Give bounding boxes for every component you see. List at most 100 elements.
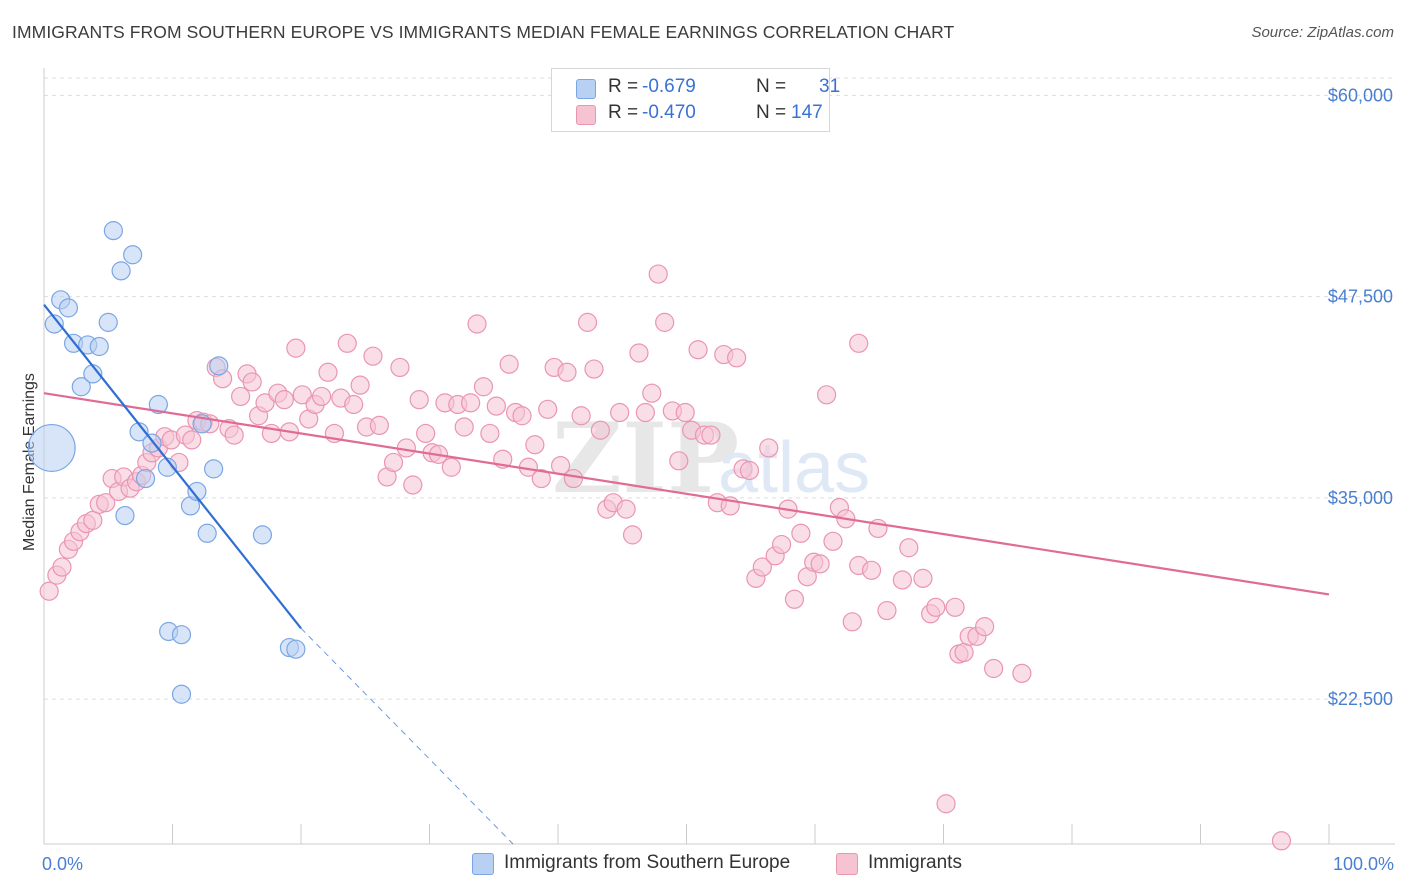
- x-tick-label: 100.0%: [1333, 854, 1394, 874]
- data-point: [538, 399, 558, 419]
- data-point: [403, 475, 423, 495]
- data-point: [1012, 663, 1032, 683]
- data-point: [311, 386, 332, 407]
- bottom-legend-label: Immigrants: [868, 852, 962, 873]
- data-point: [926, 597, 946, 617]
- data-point: [252, 525, 273, 545]
- data-point: [390, 357, 410, 378]
- data-point: [115, 505, 135, 526]
- data-point: [899, 538, 919, 558]
- data-point: [954, 642, 974, 663]
- data-point: [531, 468, 551, 489]
- data-point: [286, 338, 306, 358]
- data-point: [512, 406, 532, 426]
- data-point: [727, 348, 747, 368]
- data-point: [655, 312, 675, 332]
- data-point: [187, 481, 207, 502]
- data-point: [197, 523, 217, 543]
- data-point: [563, 468, 584, 489]
- data-point: [752, 557, 772, 577]
- data-point: [71, 377, 91, 397]
- data-point: [975, 617, 995, 637]
- pink-series-points: [39, 264, 1292, 851]
- data-point: [616, 499, 636, 519]
- legend-r-value: -0.470: [642, 102, 696, 123]
- data-point: [823, 531, 843, 551]
- legend-n-label: N =: [756, 76, 787, 97]
- bottom-legend-label: Immigrants from Southern Europe: [504, 852, 791, 873]
- data-point: [892, 570, 912, 590]
- data-point: [416, 423, 436, 444]
- data-point: [771, 534, 792, 555]
- x-tick-label: 0.0%: [42, 854, 83, 874]
- legend-swatch-pink: [576, 105, 596, 125]
- data-point: [648, 264, 668, 284]
- data-point: [350, 375, 370, 395]
- data-point: [182, 430, 202, 450]
- data-point: [96, 493, 116, 513]
- data-point: [274, 390, 294, 410]
- data-point: [123, 245, 143, 265]
- y-tick-label: $35,000: [1328, 488, 1393, 508]
- legend-n-label: N =: [756, 102, 787, 123]
- data-point: [688, 340, 708, 360]
- data-point: [486, 396, 506, 416]
- data-point: [461, 393, 481, 413]
- data-point: [642, 383, 662, 403]
- x-tick-labels: 0.0% 100.0%: [42, 854, 1394, 874]
- data-point: [936, 794, 956, 814]
- legend-n-value: 147: [791, 102, 823, 123]
- legend-r-label: R =: [608, 102, 639, 123]
- trend-line-pink: [43, 392, 1330, 596]
- data-point: [171, 625, 192, 645]
- bottom-legend-swatch-blue: [472, 853, 494, 875]
- data-point: [171, 684, 192, 704]
- data-point: [318, 362, 338, 382]
- legend: R = -0.679 N = 31 R = -0.470 N = 147: [551, 68, 840, 132]
- data-point: [784, 589, 805, 609]
- data-point: [480, 423, 500, 444]
- data-point: [842, 612, 862, 632]
- data-point: [467, 314, 487, 334]
- data-point: [577, 312, 598, 332]
- data-point: [816, 385, 837, 405]
- data-point: [111, 261, 131, 281]
- legend-n-value: 31: [819, 76, 841, 97]
- data-point: [44, 314, 64, 334]
- trend-line-blue-extension: [300, 627, 514, 845]
- data-point: [135, 468, 156, 489]
- data-point: [231, 386, 251, 407]
- bottom-legend-swatch-pink: [836, 853, 858, 875]
- data-point: [27, 423, 76, 472]
- data-point: [473, 377, 494, 397]
- data-point: [675, 402, 695, 423]
- data-point: [383, 452, 404, 473]
- data-point: [98, 312, 118, 332]
- data-point: [584, 359, 604, 379]
- data-point: [344, 394, 364, 415]
- data-point: [525, 435, 545, 455]
- data-point: [148, 394, 168, 415]
- data-point: [791, 523, 811, 543]
- data-point: [409, 390, 429, 410]
- data-point: [913, 568, 933, 588]
- data-point: [739, 460, 760, 481]
- data-point: [441, 457, 461, 477]
- data-point: [52, 557, 72, 577]
- data-point: [454, 417, 474, 437]
- data-point: [242, 372, 262, 392]
- y-tick-label: $60,000: [1328, 85, 1393, 105]
- data-point: [209, 356, 229, 376]
- data-point: [629, 343, 649, 363]
- data-point: [83, 510, 103, 530]
- data-point: [877, 600, 897, 621]
- data-point: [39, 581, 59, 601]
- data-point: [610, 402, 630, 423]
- data-point: [669, 451, 689, 471]
- data-point: [759, 438, 779, 458]
- source-label: Source: ZipAtlas.com: [1251, 24, 1394, 41]
- y-tick-labels: $60,000 $47,500 $35,000 $22,500: [1328, 85, 1393, 709]
- data-point: [103, 221, 123, 241]
- data-point: [89, 336, 109, 357]
- data-point: [363, 346, 383, 366]
